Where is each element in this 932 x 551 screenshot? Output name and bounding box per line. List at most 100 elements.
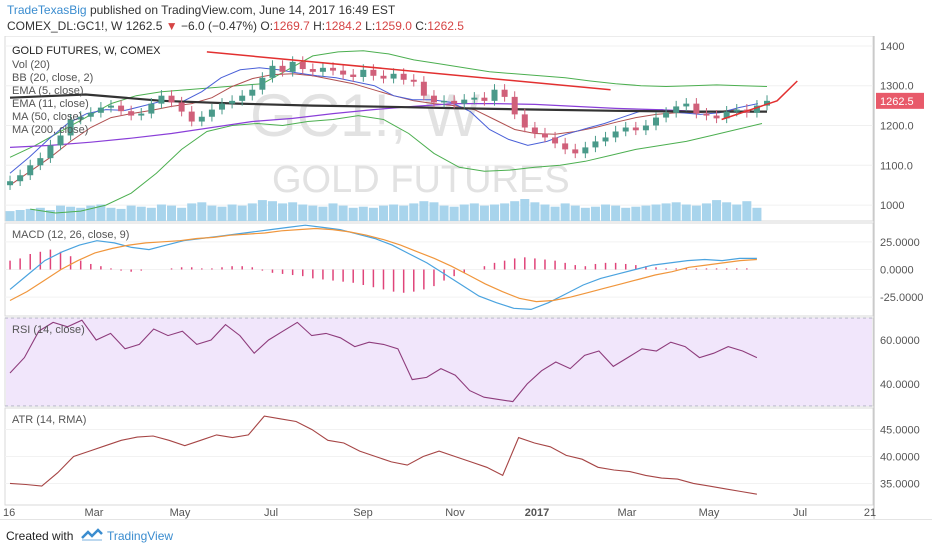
volume-bar — [86, 205, 96, 221]
volume-bar — [267, 201, 277, 221]
candle-body — [693, 103, 700, 114]
x-tick-label: Jul — [264, 507, 278, 519]
volume-bar — [318, 206, 328, 221]
candle-body — [37, 158, 44, 166]
candle-body — [57, 135, 64, 146]
candle-body — [370, 69, 377, 76]
indicator-legend-item: EMA (5, close) — [12, 85, 84, 97]
candle-body — [501, 89, 508, 97]
candle-body — [178, 102, 185, 112]
macd-line — [9, 224, 757, 311]
candle-body — [198, 116, 205, 122]
indicator-legend-item: MA (50, close) — [12, 111, 82, 123]
volume-bar — [298, 204, 308, 221]
candle-body — [612, 131, 619, 138]
volume-bar — [177, 207, 187, 221]
candle-body — [7, 181, 14, 186]
x-tick-label: 2017 — [525, 507, 549, 519]
volume-bar — [439, 205, 449, 221]
volume-bar — [207, 205, 217, 221]
bb-lower-band — [30, 115, 763, 214]
volume-bar — [247, 203, 257, 221]
resistance-trendline — [206, 51, 611, 91]
candle-body — [67, 119, 74, 136]
volume-bar — [449, 206, 459, 221]
candle-body — [491, 89, 498, 101]
projection-line — [721, 80, 798, 121]
volume-bar — [631, 206, 641, 221]
volume-bar — [621, 207, 631, 221]
volume-bar — [389, 204, 399, 221]
price-change: −6.0 (−0.47%) — [180, 19, 258, 33]
volume-bar — [429, 202, 439, 221]
candle-body — [168, 95, 175, 103]
low-value: 1259.0 — [375, 19, 412, 33]
candle-body — [87, 112, 94, 117]
rsi-line — [9, 319, 758, 403]
candle-body — [229, 100, 236, 104]
candle-body — [713, 115, 720, 119]
chart-canvas[interactable]: 1000 1100.0 1200.0 1300.0 1400 GC1!, W GOLD FU… — [0, 36, 932, 519]
volume-bar — [399, 205, 409, 221]
indicator-legend-item: MA (200, close) — [12, 124, 88, 136]
candle-body — [148, 103, 155, 114]
candle-body — [340, 70, 347, 75]
low-label: L: — [365, 19, 376, 33]
candle-body — [531, 127, 538, 134]
volume-bar — [116, 208, 126, 221]
candle-body — [269, 65, 276, 78]
pane-frame-0 — [4, 36, 874, 222]
candle-body — [97, 107, 104, 113]
macd-tick-label: 0.0000 — [880, 265, 914, 277]
symbol-label: COMEX_DL:GC1!, W — [7, 19, 123, 33]
indicator-legend-item: EMA (11, close) — [12, 98, 89, 110]
candle-body — [47, 145, 54, 159]
candle-body — [521, 114, 528, 128]
volume-bar — [227, 204, 237, 221]
volume-bar — [580, 207, 590, 221]
open-label: O: — [260, 19, 274, 33]
volume-bar — [257, 200, 267, 221]
quote-line: COMEX_DL:GC1!, W 1262.5 ▼ −6.0 (−0.47%) … — [7, 19, 464, 33]
volume-bar — [106, 207, 116, 221]
price-tick-label: 1200.0 — [880, 121, 914, 133]
author-link[interactable]: TradeTexasBig — [7, 3, 87, 17]
candle-body — [420, 81, 427, 96]
volume-bar — [681, 204, 691, 221]
atr-tick-label: 35.0000 — [880, 478, 920, 490]
volume-bar — [419, 201, 429, 221]
volume-bar — [136, 206, 146, 221]
bb-upper-band — [9, 50, 768, 158]
candle-body — [441, 100, 448, 103]
volume-bar — [338, 205, 348, 221]
volume-bar — [278, 203, 288, 221]
volume-bar — [156, 204, 166, 221]
volume-bar — [550, 206, 560, 221]
price-tick-label: 1300.0 — [880, 81, 914, 93]
candle-body — [552, 137, 559, 144]
close-value: 1262.5 — [427, 19, 464, 33]
volume-bar — [479, 205, 489, 221]
volume-bar — [701, 203, 711, 221]
tradingview-brand-link[interactable]: TradingView — [107, 529, 174, 543]
candle-body — [299, 61, 306, 70]
last-price: 1262.5 — [125, 19, 163, 33]
macd-tick-label: 25.0000 — [880, 237, 920, 249]
volume-bar — [671, 202, 681, 221]
volume-bar — [490, 204, 500, 221]
candle-body — [309, 69, 316, 72]
volume-bar — [197, 202, 207, 221]
volume-bar — [560, 203, 570, 221]
candle-body — [219, 103, 225, 110]
volume-bar — [237, 205, 247, 221]
candle-body — [541, 133, 548, 138]
high-value: 1284.2 — [325, 19, 362, 33]
publish-info: published on TradingView.com, June 14, 2… — [89, 3, 396, 17]
volume-bar — [752, 207, 762, 221]
candle-body — [390, 73, 397, 79]
tradingview-logo-icon[interactable] — [80, 528, 104, 542]
volume-bar — [722, 202, 732, 221]
volume-bar — [530, 202, 540, 221]
volume-bar — [459, 204, 469, 221]
candle-body — [107, 105, 114, 108]
